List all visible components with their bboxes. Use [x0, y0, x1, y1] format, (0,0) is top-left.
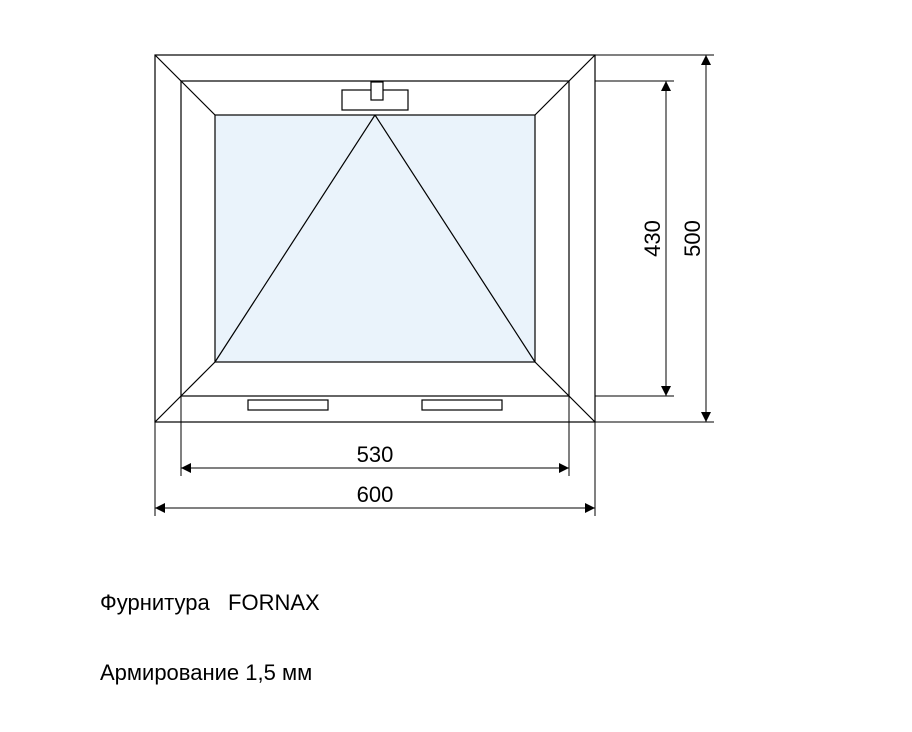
reinforcement-label: Армирование 1,5 мм [100, 660, 312, 686]
window-drawing [155, 55, 595, 422]
dimension-value: 500 [680, 220, 705, 257]
hardware-brand: FORNAX [228, 590, 320, 615]
hardware-prefix: Фурнитура [100, 590, 210, 615]
hardware-label: Фурнитура FORNAX [100, 590, 320, 616]
dimension-value: 430 [640, 220, 665, 257]
dimension-vertical: 430 [595, 81, 674, 396]
dimension-horizontal: 600 [155, 422, 595, 516]
dimension-horizontal: 530 [181, 396, 569, 476]
drain-slot [422, 400, 502, 410]
dimension-value: 530 [357, 442, 394, 467]
dimension-value: 600 [357, 482, 394, 507]
drain-slot [248, 400, 328, 410]
window-handle-icon [342, 82, 408, 110]
